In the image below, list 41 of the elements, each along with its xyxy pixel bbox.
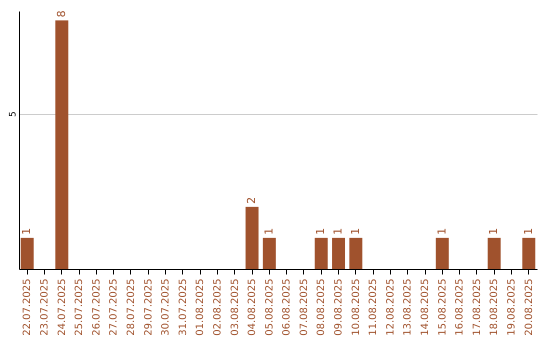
- x-tick-label: 01.08.2025: [195, 278, 206, 336]
- x-tick-label: 28.07.2025: [126, 278, 137, 336]
- x-tick-label: 30.07.2025: [160, 278, 172, 336]
- x-tick-label: 11.08.2025: [368, 278, 380, 336]
- x-tick-label: 22.07.2025: [22, 278, 34, 336]
- data-label: 1: [314, 228, 328, 235]
- data-label: 1: [522, 228, 535, 235]
- x-tick-label: 19.08.2025: [506, 278, 518, 336]
- data-label: 1: [487, 228, 500, 235]
- data-label: 2: [245, 196, 258, 204]
- x-tick-label: 20.08.2025: [524, 278, 535, 336]
- x-tick-label: 27.07.2025: [108, 278, 120, 336]
- x-tick-label: 05.08.2025: [264, 278, 276, 336]
- x-tick-label: 31.07.2025: [178, 278, 189, 336]
- x-tick-label: 13.08.2025: [402, 278, 414, 336]
- x-tick-label: 02.08.2025: [212, 278, 224, 336]
- data-label: 1: [262, 228, 276, 235]
- x-tick-label: 04.08.2025: [247, 278, 258, 336]
- x-tick-label: 14.08.2025: [420, 278, 432, 336]
- data-label: 1: [20, 228, 34, 235]
- x-tick-label: 08.08.2025: [316, 278, 328, 336]
- x-tick-label: 12.08.2025: [385, 278, 396, 336]
- x-tick-label: 24.07.2025: [56, 278, 68, 336]
- x-tick-label: 07.08.2025: [298, 278, 310, 336]
- x-tick-label: 25.07.2025: [74, 278, 86, 336]
- x-tick-label: 23.07.2025: [40, 278, 51, 336]
- x-tick-label: 18.08.2025: [489, 278, 500, 336]
- x-tick-label: 16.08.2025: [454, 278, 466, 336]
- y-tick-label: 5: [8, 111, 18, 117]
- x-tick-label: 09.08.2025: [334, 278, 345, 336]
- data-label: 1: [435, 228, 448, 235]
- x-tick-label: 15.08.2025: [437, 278, 448, 336]
- x-tick-label: 10.08.2025: [350, 278, 362, 336]
- x-tick-label: 06.08.2025: [282, 278, 293, 336]
- data-label: 1: [348, 228, 362, 235]
- x-tick-label: 17.08.2025: [472, 278, 483, 336]
- x-tick-label: 26.07.2025: [91, 278, 102, 336]
- x-tick-label: 29.07.2025: [143, 278, 154, 336]
- x-tick-label: 03.08.2025: [230, 278, 241, 336]
- data-label: 1: [332, 228, 345, 235]
- data-label: 8: [54, 10, 68, 18]
